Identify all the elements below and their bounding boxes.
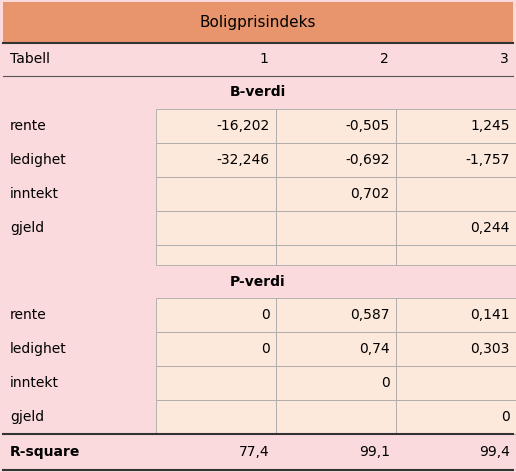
Text: -16,202: -16,202 (217, 119, 270, 133)
Bar (396, 400, 516, 434)
Text: 99,1: 99,1 (359, 445, 390, 459)
Text: 0,141: 0,141 (470, 308, 510, 322)
Text: gjeld: gjeld (10, 221, 44, 235)
Bar (3, 2, 513, 43)
Bar (396, 332, 516, 366)
Text: R-square: R-square (10, 445, 80, 459)
Text: -0,505: -0,505 (346, 119, 390, 133)
Text: 0: 0 (381, 376, 390, 390)
Bar (156, 332, 276, 366)
Text: 0: 0 (261, 342, 270, 356)
Bar (276, 211, 396, 245)
Bar (156, 366, 276, 400)
Bar (3, 177, 156, 211)
Text: Boligprisindeks: Boligprisindeks (200, 15, 316, 30)
Text: 0: 0 (261, 308, 270, 322)
Bar (396, 177, 516, 211)
Text: Tabell: Tabell (10, 52, 50, 67)
Bar (3, 43, 513, 76)
Bar (396, 143, 516, 177)
Text: 1: 1 (260, 52, 268, 67)
Text: 99,4: 99,4 (479, 445, 510, 459)
Text: P-verdi: P-verdi (230, 275, 286, 289)
Text: 0,587: 0,587 (350, 308, 390, 322)
Bar (3, 143, 156, 177)
Text: 0,74: 0,74 (359, 342, 390, 356)
Bar (3, 245, 156, 265)
Bar (276, 298, 396, 332)
Bar (3, 76, 513, 109)
Bar (396, 366, 516, 400)
Bar (3, 400, 156, 434)
Text: rente: rente (10, 119, 47, 133)
Text: 0,702: 0,702 (350, 187, 390, 201)
Bar (3, 298, 156, 332)
Bar (276, 245, 396, 265)
Text: 2: 2 (379, 52, 388, 67)
Text: 0,244: 0,244 (471, 221, 510, 235)
Bar (276, 332, 396, 366)
Text: ledighet: ledighet (10, 153, 67, 167)
Text: ledighet: ledighet (10, 342, 67, 356)
Bar (3, 434, 513, 470)
Text: -0,692: -0,692 (345, 153, 390, 167)
Bar (396, 109, 516, 143)
Text: 0: 0 (501, 410, 510, 424)
Text: -32,246: -32,246 (217, 153, 270, 167)
Bar (3, 211, 156, 245)
Text: rente: rente (10, 308, 47, 322)
Bar (156, 245, 276, 265)
Bar (156, 109, 276, 143)
Bar (3, 366, 156, 400)
Bar (156, 298, 276, 332)
Text: 77,4: 77,4 (239, 445, 270, 459)
Text: 1,245: 1,245 (471, 119, 510, 133)
Text: gjeld: gjeld (10, 410, 44, 424)
Bar (156, 143, 276, 177)
Bar (156, 211, 276, 245)
Bar (396, 298, 516, 332)
Text: -1,757: -1,757 (465, 153, 510, 167)
Bar (276, 143, 396, 177)
Bar (3, 332, 156, 366)
Bar (156, 177, 276, 211)
Bar (276, 109, 396, 143)
Bar (396, 211, 516, 245)
Text: B-verdi: B-verdi (230, 85, 286, 100)
Bar (156, 400, 276, 434)
Bar (276, 400, 396, 434)
Bar (3, 109, 156, 143)
Text: inntekt: inntekt (10, 376, 59, 390)
Text: 3: 3 (499, 52, 508, 67)
Bar (3, 265, 513, 298)
Bar (396, 245, 516, 265)
Text: inntekt: inntekt (10, 187, 59, 201)
Bar (276, 177, 396, 211)
Text: 0,303: 0,303 (471, 342, 510, 356)
Bar (276, 366, 396, 400)
